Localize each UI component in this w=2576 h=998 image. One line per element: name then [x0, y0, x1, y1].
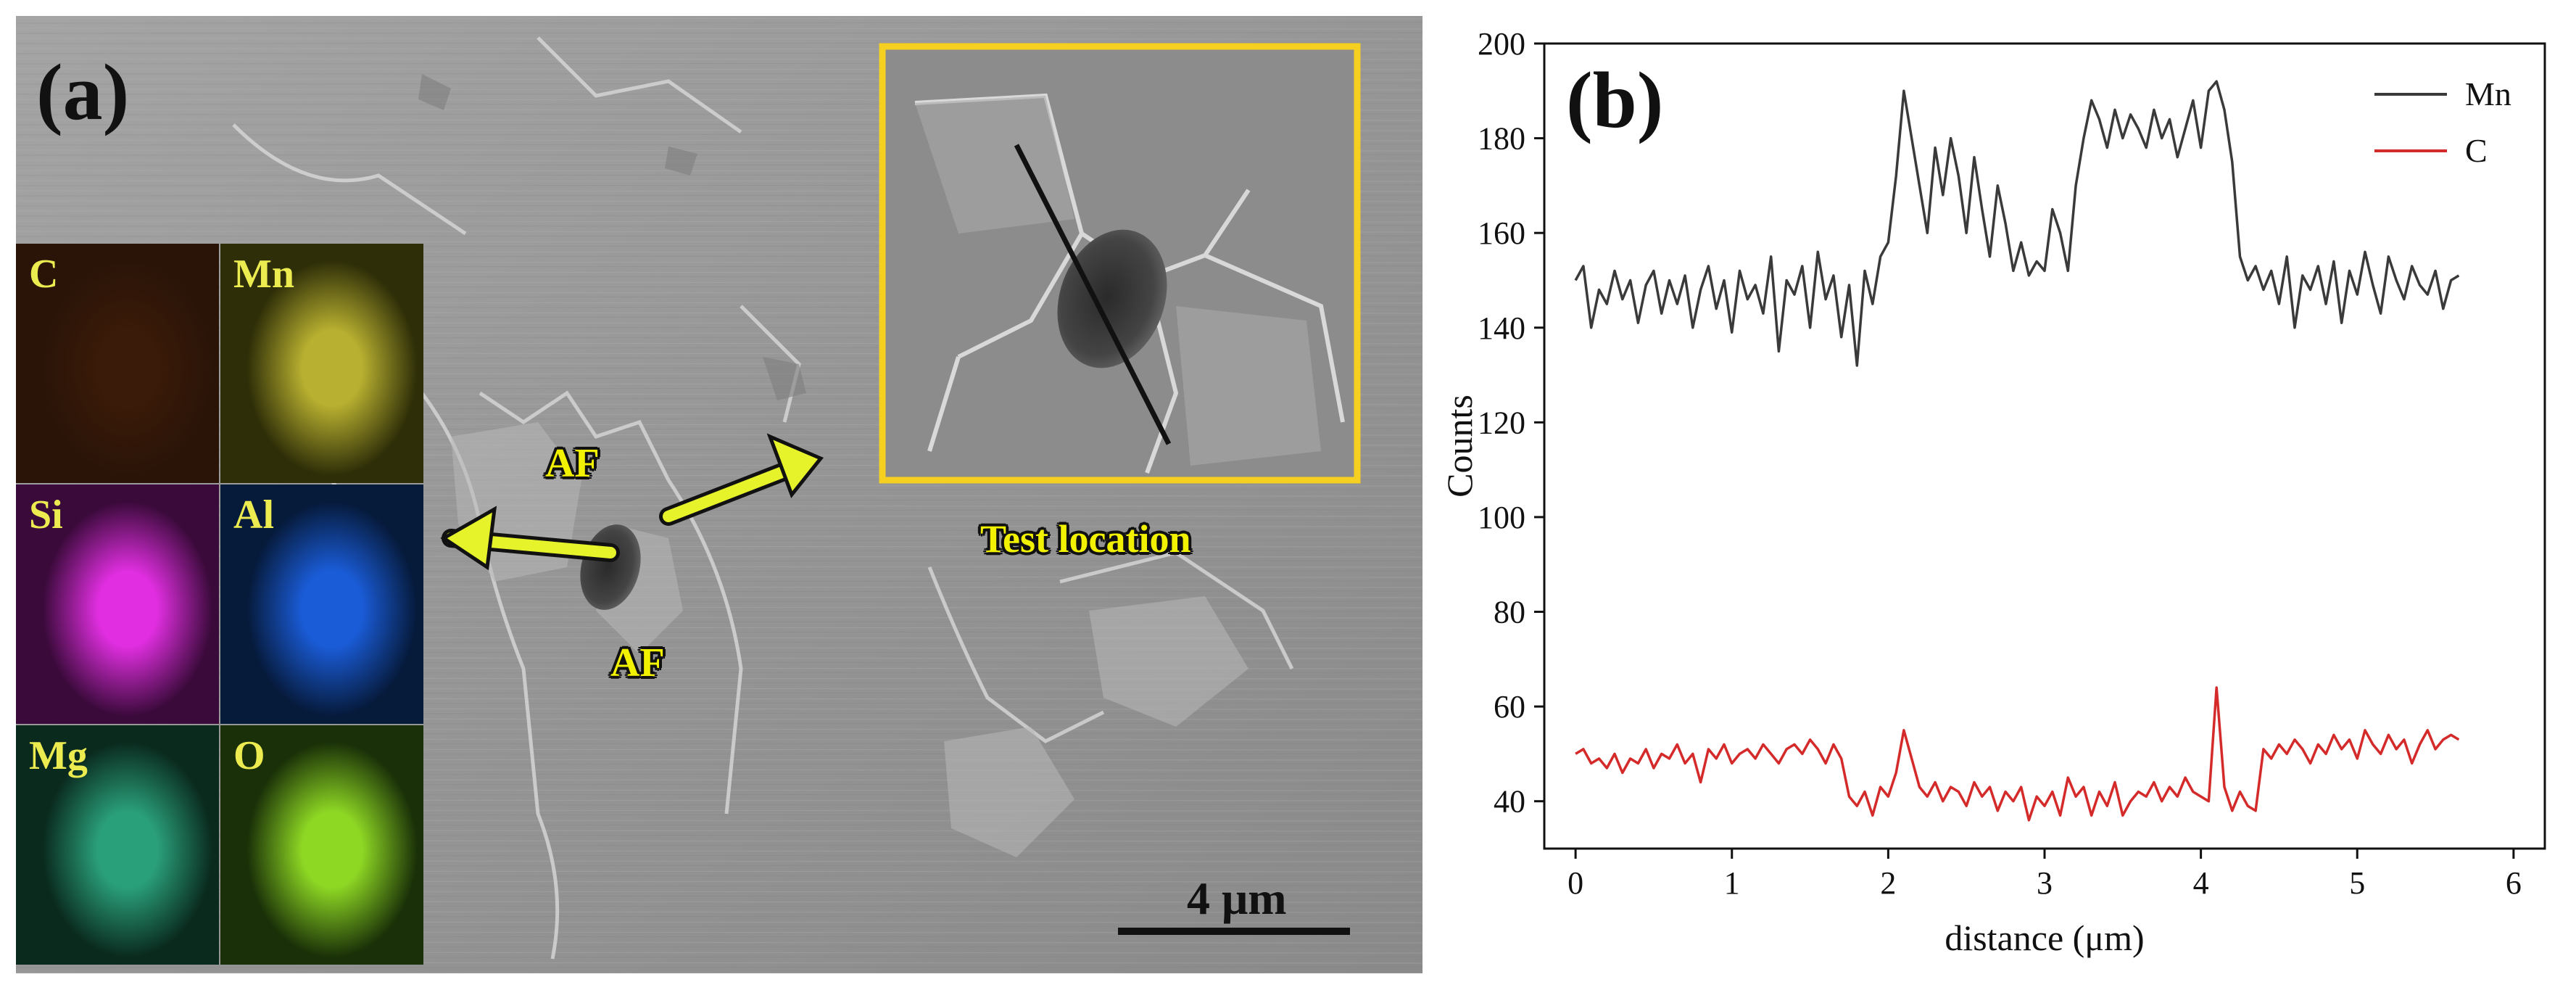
eds-map-label: Si [29, 492, 63, 537]
x-tick-label: 2 [1880, 865, 1896, 901]
legend-label-c: C [2465, 132, 2488, 169]
y-tick-label: 180 [1478, 121, 1525, 157]
plot-frame [1543, 42, 2546, 850]
eds-map-label: Mn [233, 252, 294, 297]
inclusion-zoomed [1057, 229, 1167, 368]
x-axis-label: distance (μm) [1945, 917, 2144, 958]
eds-map-label: Al [233, 492, 274, 537]
x-tick-label: 5 [2349, 865, 2365, 901]
x-tick-label: 0 [1567, 865, 1583, 901]
x-tick-label: 6 [2506, 865, 2522, 901]
sem-image [16, 16, 1422, 973]
eds-map-mn: Mn [220, 244, 423, 483]
eds-map-al: Al [220, 484, 423, 724]
y-tick-label: 200 [1478, 26, 1525, 62]
series-line-c [1575, 686, 2460, 822]
eds-map-si: Si [16, 484, 219, 724]
scale-bar-label: 4 μm [1187, 873, 1287, 924]
eds-map-label: Mg [29, 733, 88, 778]
eds-map-label: O [233, 733, 265, 778]
x-tick-label: 1 [1724, 865, 1740, 901]
line-scan-chart-panel: 0 1 2 3 4 5 6 40 60 80 100 120 140 160 180 200 distance … [1432, 0, 2576, 994]
line-scan-path [1014, 144, 1172, 445]
y-tick-label: 40 [1494, 784, 1525, 820]
eds-map-o: O [220, 725, 423, 965]
y-tick-label: 140 [1478, 310, 1525, 346]
x-tick-label: 3 [2037, 865, 2053, 901]
y-tick-label: 80 [1494, 595, 1525, 630]
eds-map-c: C [16, 244, 219, 483]
x-tick-label: 4 [2193, 865, 2209, 901]
eds-map-mg: Mg [16, 725, 219, 965]
panel-a-letter: (a) [36, 48, 130, 136]
y-tick-label: 60 [1494, 689, 1525, 725]
y-tick-label: 100 [1478, 500, 1525, 535]
test-location-box [879, 43, 1361, 484]
af-label-top: AF [545, 441, 600, 486]
y-tick-label: 160 [1478, 215, 1525, 251]
series-line-mn [1574, 80, 2460, 367]
af-label-bottom: AF [610, 640, 665, 685]
line-scan-chart: 0 1 2 3 4 5 6 40 60 80 100 120 140 160 180 200 distance … [1439, 26, 2546, 958]
sem-micrograph-panel: C Mn Si Al Mg O (a) AF AF Test location 4 μm [16, 16, 1422, 973]
panel-b-letter: (b) [1566, 56, 1663, 144]
af-arrows [440, 433, 824, 571]
y-axis-label: Counts [1439, 395, 1480, 498]
eds-map-label: C [29, 252, 59, 297]
y-tick-label: 120 [1478, 405, 1525, 440]
legend-label-mn: Mn [2465, 75, 2511, 112]
test-location-label: Test location [980, 517, 1191, 561]
